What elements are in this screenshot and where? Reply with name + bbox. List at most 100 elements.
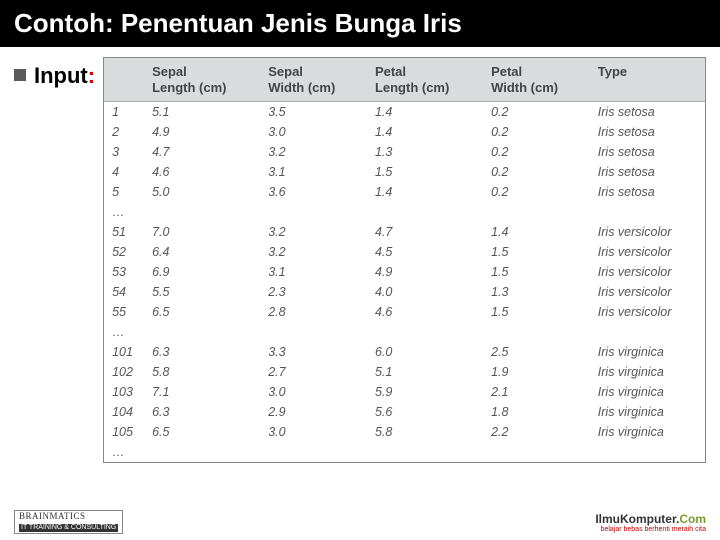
table-cell: 1.9: [483, 362, 590, 382]
table-cell: 1.8: [483, 402, 590, 422]
table-cell: …: [104, 322, 144, 342]
table-cell: [590, 202, 705, 222]
table-row: 536.93.14.91.5Iris versicolor: [104, 262, 705, 282]
table-cell: [144, 442, 260, 462]
table-row: 556.52.84.61.5Iris versicolor: [104, 302, 705, 322]
table-cell: [144, 322, 260, 342]
logo-right-tag: belajar bebas berhenti meraih cita: [595, 526, 706, 534]
slide-title: Contoh: Penentuan Jenis Bunga Iris: [0, 0, 720, 47]
table-cell: 3.6: [260, 182, 367, 202]
table-cell: 6.3: [144, 402, 260, 422]
table-cell: 5.1: [144, 102, 260, 123]
table-row: 1056.53.05.82.2Iris virginica: [104, 422, 705, 442]
table-cell: 101: [104, 342, 144, 362]
table-cell: 1: [104, 102, 144, 123]
table-cell: 4: [104, 162, 144, 182]
table-row: 24.93.01.40.2Iris setosa: [104, 122, 705, 142]
table-cell: 52: [104, 242, 144, 262]
table-cell: 5.1: [367, 362, 483, 382]
table-cell: Iris versicolor: [590, 222, 705, 242]
table-cell: 4.5: [367, 242, 483, 262]
table-cell: 51: [104, 222, 144, 242]
table-row: 1037.13.05.92.1Iris virginica: [104, 382, 705, 402]
table-row: 526.43.24.51.5Iris versicolor: [104, 242, 705, 262]
table-row: 1025.82.75.11.9Iris virginica: [104, 362, 705, 382]
table-cell: [260, 202, 367, 222]
table-cell: 4.0: [367, 282, 483, 302]
table-cell: 4.6: [144, 162, 260, 182]
table-cell: 54: [104, 282, 144, 302]
table-cell: 2.1: [483, 382, 590, 402]
table-cell: [367, 442, 483, 462]
table-cell: [483, 322, 590, 342]
table-cell: 0.2: [483, 102, 590, 123]
table-header: SepalLength (cm) SepalWidth (cm) PetalLe…: [104, 58, 705, 102]
col-petal-length: PetalLength (cm): [367, 58, 483, 102]
table-cell: 0.2: [483, 142, 590, 162]
table-cell: 3.0: [260, 422, 367, 442]
input-label-text: Input:: [34, 63, 95, 89]
table-cell: Iris versicolor: [590, 262, 705, 282]
table-cell: 3.2: [260, 222, 367, 242]
table-cell: [144, 202, 260, 222]
table-cell: Iris virginica: [590, 402, 705, 422]
bullet-icon: [14, 69, 26, 81]
table-cell: [483, 202, 590, 222]
table-cell: 103: [104, 382, 144, 402]
table-cell: 3.1: [260, 162, 367, 182]
table-cell: [590, 442, 705, 462]
table-cell: 105: [104, 422, 144, 442]
table-cell: 6.9: [144, 262, 260, 282]
table-cell: 3.1: [260, 262, 367, 282]
table-row: 545.52.34.01.3Iris versicolor: [104, 282, 705, 302]
table-cell: 1.3: [483, 282, 590, 302]
table-row: …: [104, 322, 705, 342]
table-row: 15.13.51.40.2Iris setosa: [104, 102, 705, 123]
table-cell: 1.4: [367, 182, 483, 202]
table-row: 34.73.21.30.2Iris setosa: [104, 142, 705, 162]
table-row: 55.03.61.40.2Iris setosa: [104, 182, 705, 202]
table-cell: 1.5: [367, 162, 483, 182]
table-cell: 1.3: [367, 142, 483, 162]
table-cell: 4.9: [144, 122, 260, 142]
table-cell: 3: [104, 142, 144, 162]
table-cell: 1.5: [483, 242, 590, 262]
table-row: …: [104, 442, 705, 462]
table-cell: 1.4: [483, 222, 590, 242]
input-word: Input: [34, 63, 88, 88]
table-cell: 4.9: [367, 262, 483, 282]
table-cell: 3.0: [260, 122, 367, 142]
table-cell: Iris versicolor: [590, 242, 705, 262]
table-cell: 2: [104, 122, 144, 142]
table-cell: [367, 202, 483, 222]
table-cell: 3.0: [260, 382, 367, 402]
table-cell: 0.2: [483, 162, 590, 182]
table-body: 15.13.51.40.2Iris setosa24.93.01.40.2Iri…: [104, 102, 705, 463]
table-cell: 5.9: [367, 382, 483, 402]
table-cell: 5.5: [144, 282, 260, 302]
table-cell: 5.0: [144, 182, 260, 202]
table-cell: 4.6: [367, 302, 483, 322]
table-cell: 1.4: [367, 102, 483, 123]
logo-brainmatics: BRAINMATICS IT TRAINING & CONSULTING: [14, 510, 123, 534]
logo-left-brand: BRAINMATICS: [19, 512, 118, 522]
col-sepal-width: SepalWidth (cm): [260, 58, 367, 102]
table-cell: [260, 322, 367, 342]
table-cell: 53: [104, 262, 144, 282]
logo-ilmukomputer: IlmuKomputer.Com belajar bebas berhenti …: [595, 513, 706, 534]
logo-right-brand: IlmuKomputer.: [595, 512, 679, 526]
logo-left-sub: IT TRAINING & CONSULTING: [19, 524, 118, 532]
table-cell: 104: [104, 402, 144, 422]
table-cell: Iris setosa: [590, 142, 705, 162]
table-cell: 0.2: [483, 122, 590, 142]
table-cell: 2.9: [260, 402, 367, 422]
table-cell: 6.5: [144, 302, 260, 322]
table-cell: …: [104, 442, 144, 462]
table-cell: 5.6: [367, 402, 483, 422]
table-cell: Iris setosa: [590, 182, 705, 202]
table-cell: 2.2: [483, 422, 590, 442]
table-cell: 0.2: [483, 182, 590, 202]
table-cell: 2.8: [260, 302, 367, 322]
table-cell: 6.0: [367, 342, 483, 362]
footer: BRAINMATICS IT TRAINING & CONSULTING Ilm…: [14, 510, 706, 534]
